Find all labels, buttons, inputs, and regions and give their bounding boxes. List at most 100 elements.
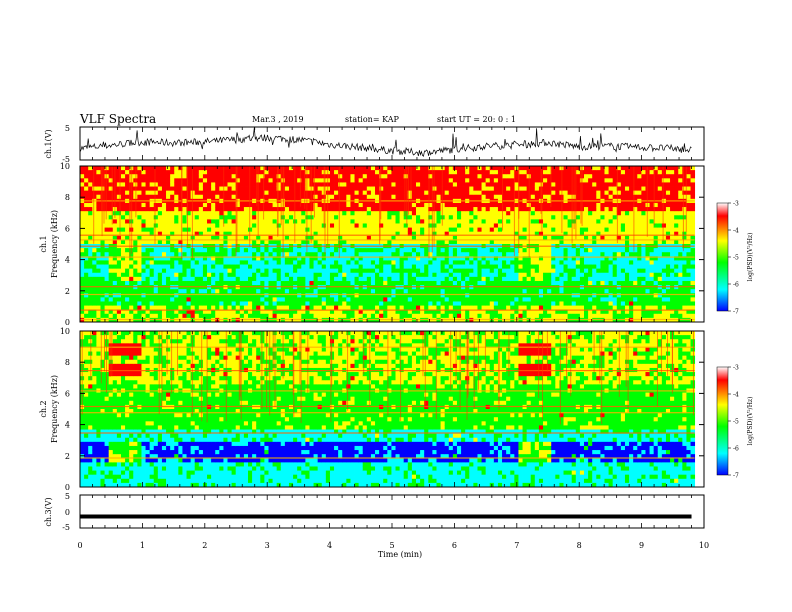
spectrogram-cell [276,178,282,183]
spectrogram-cell [375,264,380,270]
spectrogram-cell [584,182,589,187]
spectrogram-cell [125,231,130,237]
spectrogram-cell [387,227,392,233]
spectrogram-cell [428,219,433,224]
spectrogram-cell [440,305,446,311]
spectrogram-cell [407,256,413,261]
spectrogram-cell [395,207,401,212]
spectrogram-cell [428,190,433,196]
spectrogram-cell [88,202,93,208]
spectrogram-cell [198,207,204,212]
spectrogram-cell [448,289,454,294]
spectrogram-cell [547,215,552,220]
spectrogram-cell [485,235,491,241]
spectrogram-cell [120,285,126,290]
spectrogram-cell [551,272,556,278]
spectrogram-cell [334,248,339,253]
spectrogram-cell [346,170,351,175]
spectrogram-cell [485,264,491,270]
spectrogram-cell [477,170,482,175]
spectrogram-cell [432,301,437,306]
spectrogram-cell [432,239,437,245]
spectrogram-cell [469,256,474,261]
spectrogram-cell [534,186,540,192]
spectrogram-cell [366,219,372,224]
spectrogram-cell [579,305,585,311]
spectrogram-cell [448,301,454,306]
spectrogram-cell [407,166,413,171]
spectrogram-cell [248,276,253,282]
spectrogram-cell [612,235,618,241]
spectrogram-cell [198,166,204,171]
spectrogram-cell [411,194,417,200]
spectrogram-cell [428,272,433,278]
spectrogram-cell [444,313,450,319]
spectrogram-cell [608,178,614,183]
spectrogram-cell [104,174,110,179]
spectrogram-cell [116,256,122,261]
spectrogram-cell [178,309,183,315]
spectrogram-cell [153,211,159,216]
spectrogram-cell [465,174,470,179]
spectrogram-cell [473,190,478,196]
spectrogram-cell [239,276,245,282]
spectrogram-cell [305,219,310,224]
spectrogram-cell [137,317,142,323]
spectrogram-cell [149,268,155,274]
spectrogram-cell [596,272,601,278]
spectrogram-cell [334,170,339,175]
spectrogram-cell [379,207,384,212]
spectrogram-cell [211,227,216,233]
spectrogram-cell [301,202,306,208]
spectrogram-cell [272,182,278,187]
spectrogram-cell [297,301,302,306]
spectrogram-cell [231,268,237,274]
spectrogram-cell [186,231,192,237]
spectrogram-cell [243,264,249,270]
spectrogram-cell [329,182,335,187]
spectrogram-cell [215,280,220,286]
spectrogram-cell [497,276,503,282]
spectrogram-cell [346,260,351,265]
spectrogram-cell [547,211,552,216]
spectrogram-cell [403,317,409,323]
spectrogram-cell [256,239,261,245]
spectrogram-cell [469,223,474,228]
spectrogram-cell [329,174,335,179]
spectrogram-cell [452,272,458,278]
spectrogram-cell [428,256,433,261]
spectrogram-cell [547,272,552,278]
spectrogram-cell [280,297,286,302]
spectrogram-cell [452,207,458,212]
spectrogram-cell [444,215,450,220]
spectrogram-cell [252,268,257,274]
spectrogram-cell [243,182,249,187]
spectrogram-cell [116,285,122,290]
spectrogram-cell [370,252,376,257]
spectrogram-cell [288,202,294,208]
spectrogram-cell [268,301,273,306]
spectrogram-cell [243,260,249,265]
spectrogram-cell [366,289,372,294]
spectrogram-cell [248,231,253,237]
spectrogram-cell [584,194,589,200]
spectrogram-cell [329,309,335,315]
spectrogram-cell [80,202,85,208]
spectrogram-cell [120,207,126,212]
spectrogram-cell [391,264,396,270]
spectrogram-cell [178,305,183,311]
spectrogram-cell [100,276,105,282]
spectrogram-cell [510,219,515,224]
spectrogram-cell [428,215,433,220]
spectrogram-cell [510,178,515,183]
spectrogram-cell [284,280,290,286]
spectrogram-cell [481,215,487,220]
spectrogram-cell [604,285,609,290]
spectrogram-cell [153,174,159,179]
spectrogram-cell [584,219,589,224]
spectrogram-cell [551,280,556,286]
spectrogram-cell [559,313,564,319]
spectrogram-cell [473,297,478,302]
spectrogram-cell [108,309,114,315]
spectrogram-cell [170,276,175,282]
